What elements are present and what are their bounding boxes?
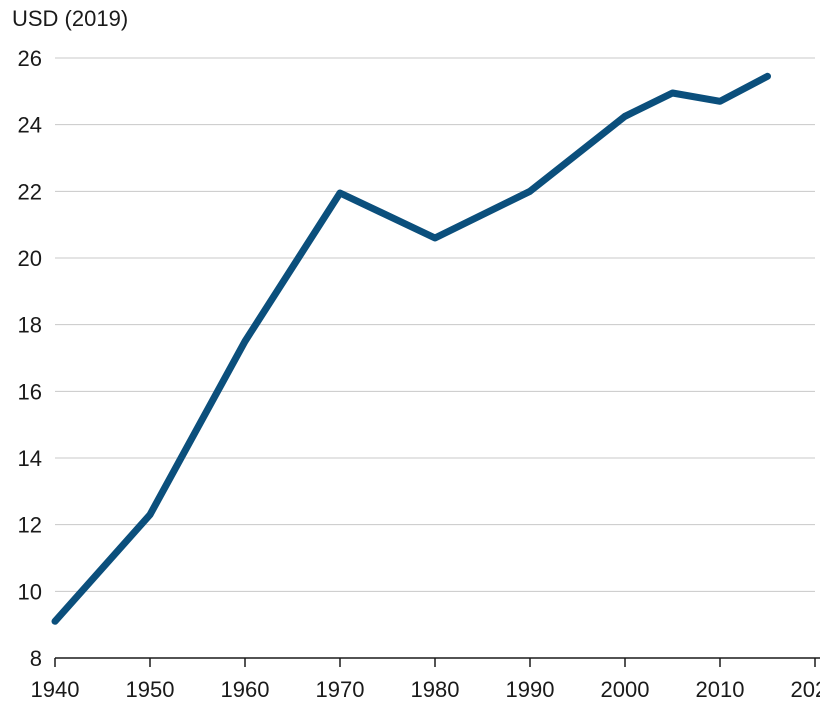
- y-tick-label: 22: [18, 179, 42, 204]
- x-tick-label: 1990: [506, 677, 555, 701]
- x-tick-label: 2000: [601, 677, 650, 701]
- y-tick-label: 16: [18, 379, 42, 404]
- y-tick-label: 20: [18, 246, 42, 271]
- y-tick-label: 18: [18, 313, 42, 338]
- x-tick-label: 2020: [791, 677, 820, 701]
- gridlines: [55, 57, 815, 592]
- series-line: [51, 72, 771, 625]
- x-tick-label: 1950: [126, 677, 175, 701]
- y-tick-label: 12: [18, 513, 42, 538]
- x-tick-label: 1970: [316, 677, 365, 701]
- axes: [54, 657, 820, 667]
- x-tick-label: 2010: [696, 677, 745, 701]
- x-tick-label: 1980: [411, 677, 460, 701]
- x-tick-label: 1940: [31, 677, 80, 701]
- x-tick-labels: 1940 1950 1960 1970 1980 1990 2000 2010 2020: [31, 677, 820, 701]
- series: [51, 72, 771, 625]
- x-tick-label: 1960: [221, 677, 270, 701]
- y-tick-label: 26: [18, 46, 42, 71]
- y-tick-labels: 8 10 12 14 16 18 20 22 24 26: [18, 46, 42, 671]
- y-tick-label: 10: [18, 579, 42, 604]
- y-tick-label: 8: [30, 646, 42, 671]
- y-tick-label: 14: [18, 446, 42, 471]
- y-tick-label: 24: [18, 113, 42, 138]
- y-axis-label: USD (2019): [12, 6, 128, 31]
